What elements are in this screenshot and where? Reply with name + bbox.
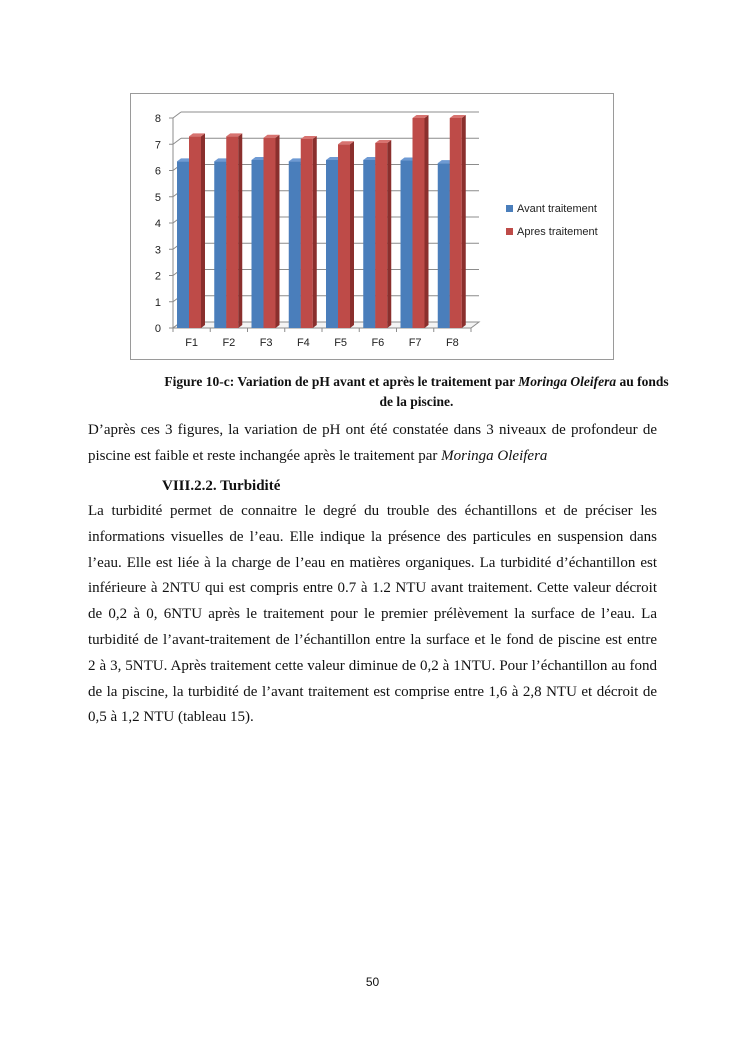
bar-apres: [226, 136, 239, 328]
bar-apres: [412, 118, 425, 328]
y-tick-label: 1: [155, 297, 161, 309]
y-tick-label: 0: [155, 323, 161, 335]
bar-side: [424, 115, 429, 328]
species-name: Moringa Oleifera: [441, 447, 548, 464]
y-tick-label: 8: [155, 113, 161, 125]
text-line: informations visuelles de l’eau. Elle in…: [88, 528, 657, 545]
bar-apres: [338, 144, 350, 328]
x-tick-label: F1: [185, 337, 198, 349]
bar-top: [338, 141, 354, 145]
legend-label: Apres traitement: [517, 226, 598, 238]
bar-avant: [437, 163, 450, 328]
gridline-side: [172, 137, 182, 145]
paragraph-summary: D’après ces 3 figures, la variation de p…: [88, 418, 657, 470]
y-tick-label: 3: [155, 244, 161, 256]
text-line: 2 à 3, 5NTU. Après traitement cette vale…: [88, 657, 657, 674]
y-tick-label: 4: [155, 218, 161, 230]
bar-side: [238, 133, 243, 328]
y-tick-label: 2: [155, 271, 161, 283]
bar-avant: [177, 161, 189, 328]
bar-avant: [288, 161, 301, 328]
x-tick-label: F4: [297, 337, 310, 349]
bar-side: [350, 141, 354, 328]
bar-top: [300, 136, 317, 139]
bar-top: [263, 134, 280, 138]
bar-apres: [263, 137, 276, 328]
bar-apres: [189, 136, 201, 328]
bar-chart-svg: 0 1 2 3 4 5 6 7 8 F1 F2 F3 F4 F5 F6 F7 F8 Avant traitemen…: [155, 111, 598, 349]
caption-text-end: au fonds: [616, 374, 669, 389]
text-line: l’eau. Elle est liée à la charge de l’ea…: [88, 554, 657, 571]
legend-swatch: [506, 228, 513, 235]
bar-top: [449, 115, 466, 118]
section-heading: VIII.2.2. Turbidité: [162, 478, 281, 494]
x-tick-label: F6: [371, 337, 384, 349]
text-line: piscine est faible et reste inchangée ap…: [88, 444, 657, 470]
y-tick-label: 7: [155, 139, 161, 151]
figure-caption: Figure 10-c: Variation de pH avant et ap…: [88, 372, 745, 412]
chart: 0 1 2 3 4 5 6 7 8 F1 F2 F3 F4 F5 F6 F7 F8 Avant traitemen…: [130, 93, 614, 360]
bar-side: [387, 139, 392, 328]
bar-avant: [326, 160, 338, 328]
bar-top: [189, 133, 205, 137]
bar-top: [412, 115, 429, 118]
text-line: La turbidité permet de connaitre le degr…: [88, 503, 657, 519]
caption-line-2: de la piscine.: [379, 394, 454, 409]
bar-side: [201, 133, 205, 328]
bar-apres: [375, 142, 388, 328]
text-line: de la piscine, la turbidité de l’avant t…: [88, 683, 657, 700]
text-line: 0,5 à 1,2 NTU (tableau 15).: [88, 709, 254, 726]
bar-side: [275, 134, 280, 328]
text-line: inférieure à 2NTU qui est compris entre …: [88, 580, 657, 597]
bar-side: [461, 115, 466, 328]
text-line: D’après ces 3 figures, la variation de p…: [88, 422, 657, 438]
bar-top: [226, 133, 243, 137]
bar-avant: [251, 160, 264, 328]
y-tick-label: 6: [155, 166, 161, 178]
x-tick-label: F3: [260, 337, 273, 349]
bar-avant: [363, 160, 376, 328]
page-number: 50: [365, 975, 380, 989]
caption-text: Figure 10-c: Variation de pH avant et ap…: [164, 374, 519, 389]
legend-swatch: [506, 205, 513, 212]
y-tick-label: 5: [155, 192, 161, 204]
gridline-side: [172, 111, 182, 119]
text-line: turbidité de l’avant-traitement de l’éch…: [88, 631, 657, 648]
bar-top: [375, 139, 392, 143]
paragraph-turbidity: La turbidité permet de connaitre le degr…: [88, 499, 657, 731]
x-tick-label: F2: [222, 337, 235, 349]
caption-species: Moringa Oleifera: [518, 374, 617, 389]
legend-label: Avant traitement: [517, 203, 597, 215]
x-tick-label: F7: [409, 337, 422, 349]
text-line: de 0,2 à 0, 6NTU après le traitement pou…: [88, 606, 657, 623]
x-tick-label: F5: [334, 337, 347, 349]
bar-side: [312, 136, 317, 328]
x-tick-label: F8: [446, 337, 459, 349]
bar-avant: [400, 160, 413, 328]
text-span: piscine est faible et reste inchangée ap…: [88, 447, 442, 464]
bar-apres: [300, 139, 313, 328]
bar-avant: [214, 161, 227, 328]
bar-apres: [449, 118, 462, 328]
